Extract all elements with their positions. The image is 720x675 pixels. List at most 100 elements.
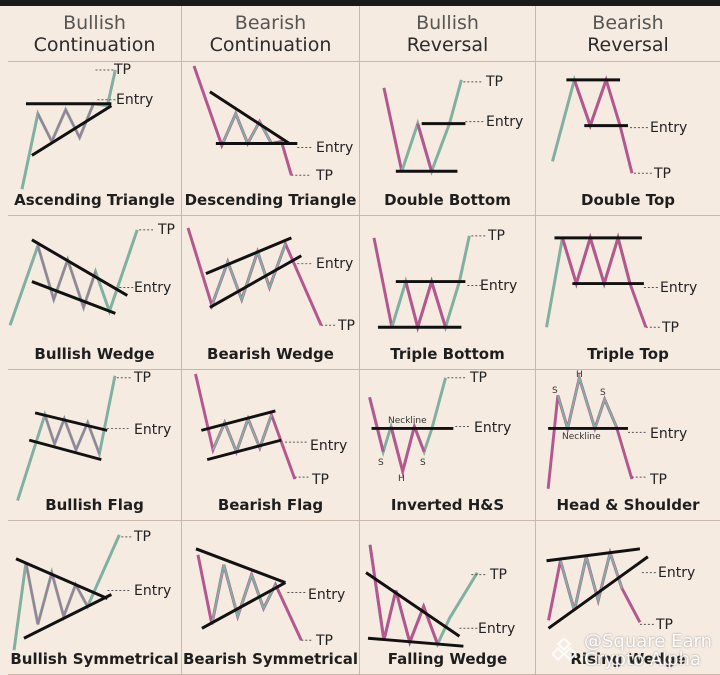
tp-marker: TP [134, 370, 151, 386]
ascending-triangle-diagram [20, 69, 117, 190]
shoulder-label-right: S [600, 388, 606, 398]
head-label: H [398, 474, 405, 484]
header-line1: Bearish [234, 11, 307, 34]
entry-marker: Entry [486, 114, 524, 130]
pattern-label: Head & Shoulder [556, 496, 700, 514]
header-line2: Reversal [587, 33, 669, 56]
falling-wedge-diagram [365, 544, 488, 649]
header-line1: Bearish [592, 11, 664, 34]
header-line2: Continuation [209, 33, 332, 56]
bullish-flag-diagram [16, 375, 133, 501]
header-line2: Reversal [406, 33, 489, 56]
neckline-label: Neckline [388, 416, 427, 426]
pattern-label: Double Top [581, 191, 675, 209]
pattern-bearish-symmetrical: Entry TP Bearish Symmetrical [182, 521, 360, 675]
pattern-bullish-wedge: TP Entry Bullish Wedge [8, 216, 182, 370]
pattern-inverted-hs: Neckline S H S TP Entry Inverted H&S [360, 370, 536, 521]
entry-marker: Entry [134, 583, 172, 599]
entry-marker: Entry [134, 422, 172, 438]
entry-marker: Entry [310, 438, 348, 454]
pattern-label: Falling Wedge [387, 650, 508, 668]
pattern-label: Bearish Symmetrical [183, 650, 358, 668]
pattern-triple-top: Entry TP Triple Top [536, 216, 720, 370]
pattern-double-bottom: TP Entry Double Bottom [360, 62, 536, 216]
entry-marker: Entry [316, 140, 354, 156]
tp-marker: TP [316, 633, 333, 649]
pattern-bullish-flag: TP Entry Bullish Flag [8, 370, 182, 521]
bearish-wedge-diagram [186, 227, 336, 326]
tp-marker: TP [656, 617, 673, 633]
tp-marker: TP [470, 370, 487, 386]
header-bearish-continuation: Bearish Continuation [182, 6, 360, 62]
pattern-falling-wedge: TP Entry Falling Wedge [360, 521, 536, 675]
double-bottom-diagram [382, 79, 484, 177]
pattern-label: Bullish Symmetrical [10, 650, 179, 668]
shoulder-label-right: S [420, 458, 426, 468]
triple-top-diagram [545, 232, 662, 328]
watermark: @Square Earn Crypto Alpha [552, 633, 712, 669]
pattern-label: Double Bottom [384, 191, 511, 209]
tp-marker: TP [158, 222, 175, 238]
entry-marker: Entry [308, 587, 346, 603]
entry-marker: Entry [116, 92, 154, 108]
inverted-hs-diagram [368, 377, 471, 478]
pattern-label: Triple Top [587, 345, 669, 363]
tp-marker: TP [316, 168, 333, 184]
double-top-diagram [551, 74, 652, 174]
pattern-label: Bearish Wedge [207, 345, 334, 363]
bearish-symmetrical-diagram [195, 547, 314, 641]
pattern-double-top: Entry TP Double Top [536, 62, 720, 216]
tp-marker: TP [312, 472, 329, 488]
pattern-triple-bottom: TP Entry Triple Bottom [360, 216, 536, 370]
tp-marker: TP [134, 529, 151, 545]
entry-marker: Entry [650, 120, 688, 136]
tp-marker: TP [486, 74, 503, 90]
header-line1: Bullish [63, 11, 126, 34]
pattern-descending-triangle: Entry TP Descending Triangle [182, 62, 360, 216]
tp-marker: TP [488, 228, 505, 244]
header-line2: Continuation [33, 33, 156, 56]
pattern-bullish-symmetrical: TP Entry Bullish Symmetrical [8, 521, 182, 675]
pattern-label: Rising Wedge [570, 650, 686, 668]
pattern-bearish-wedge: Entry TP Bearish Wedge [182, 216, 360, 370]
tp-marker: TP [338, 318, 355, 334]
neckline-label: Neckline [562, 432, 601, 442]
head-label: H [576, 370, 583, 380]
pattern-bearish-flag: Entry TP Bearish Flag [182, 370, 360, 521]
top-bar [0, 0, 720, 6]
bullish-wedge-diagram [8, 229, 156, 326]
entry-marker: Entry [478, 621, 516, 637]
entry-marker: Entry [134, 280, 172, 296]
pattern-label: Bullish Wedge [34, 345, 155, 363]
entry-marker: Entry [660, 280, 698, 296]
entry-marker: Entry [658, 565, 696, 581]
tp-marker: TP [490, 567, 507, 583]
bearish-flag-diagram [194, 373, 309, 480]
pattern-grid: Bullish Continuation Bearish Continuatio… [8, 6, 720, 675]
header-bearish-reversal: Bearish Reversal [536, 6, 720, 62]
tp-marker: TP [662, 320, 679, 336]
entry-marker: Entry [316, 256, 354, 272]
pattern-head-shoulder: S H S Neckline Entry TP Head & Shoulder [536, 370, 720, 521]
shoulder-label-left: S [378, 458, 384, 468]
header-line1: Bullish [416, 11, 479, 34]
watermark-logo-icon [552, 638, 578, 662]
triple-bottom-diagram [372, 235, 488, 333]
pattern-label: Bullish Flag [45, 496, 144, 514]
entry-marker: Entry [650, 426, 688, 442]
pattern-label: Descending Triangle [184, 191, 357, 209]
pattern-label: Inverted H&S [390, 496, 505, 514]
entry-marker: Entry [474, 420, 512, 436]
pattern-label: Bearish Flag [217, 496, 324, 514]
header-bullish-reversal: Bullish Reversal [360, 6, 536, 62]
head-shoulder-diagram [546, 372, 648, 489]
entry-marker: Entry [480, 278, 518, 294]
watermark-line1: @Square Earn [584, 631, 712, 652]
pattern-ascending-triangle: TP Entry Ascending Triangle [8, 62, 182, 216]
bullish-symmetrical-diagram [12, 534, 134, 651]
pattern-label: Ascending Triangle [14, 191, 175, 209]
pattern-label: Triple Bottom [390, 345, 505, 363]
descending-triangle-diagram [192, 65, 314, 176]
watermark-line2: Crypto Alpha [584, 649, 702, 670]
shoulder-label-left: S [552, 386, 558, 396]
